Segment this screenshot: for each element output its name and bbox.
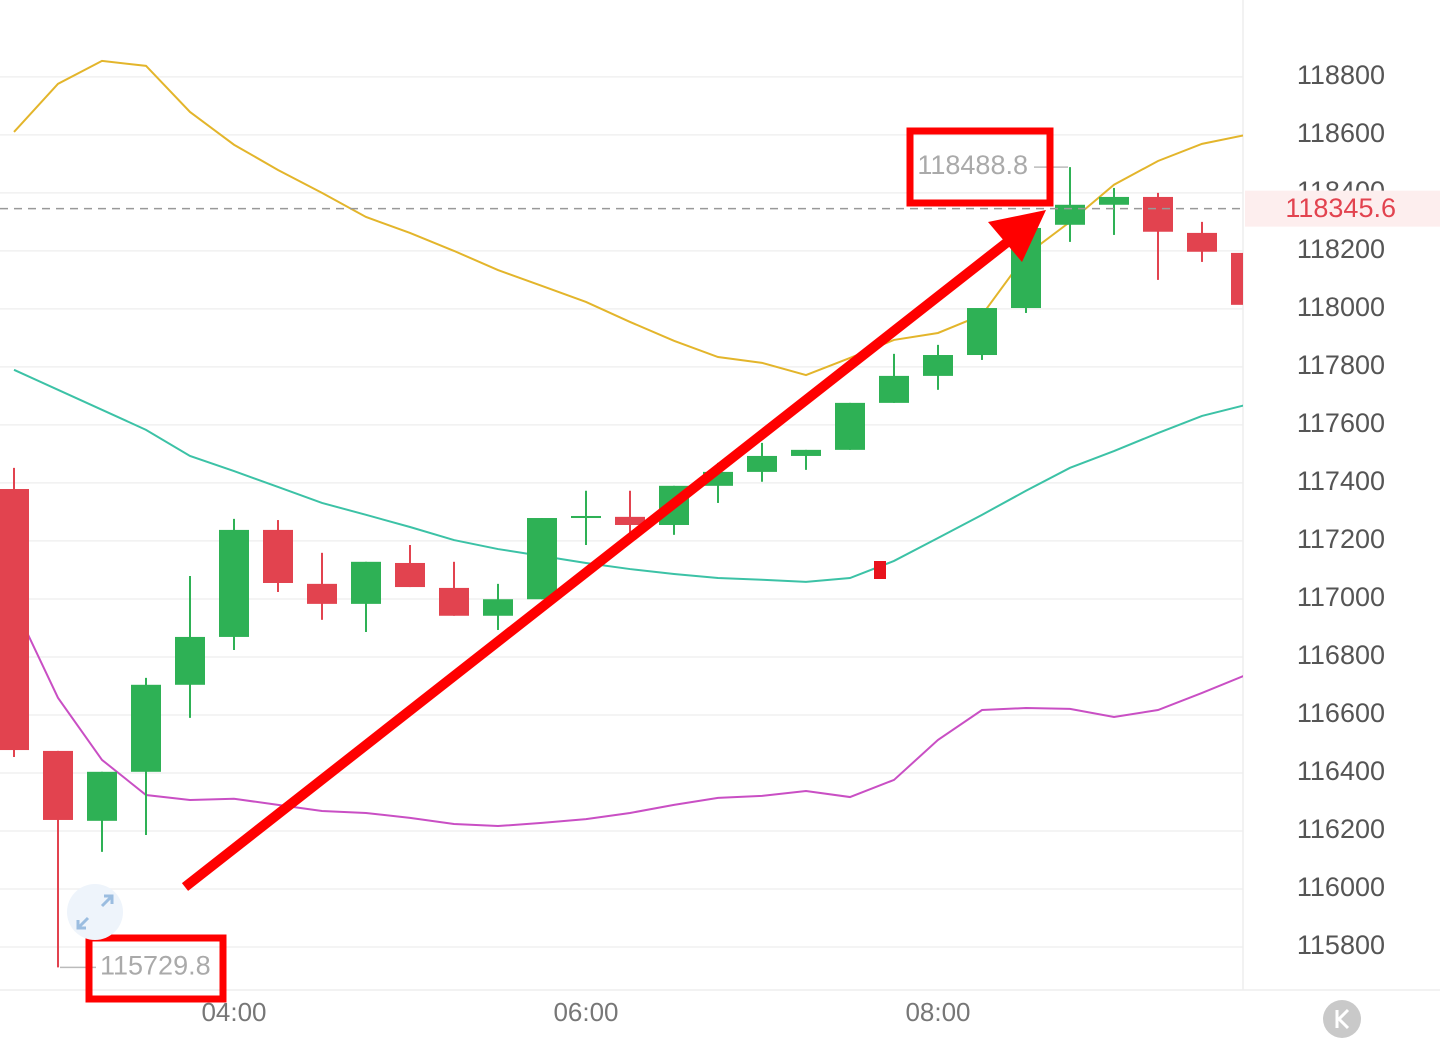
candle-body [131,684,161,772]
candle-body [791,449,821,456]
y-tick-label: 116600 [1297,698,1385,728]
min-label: 115729.8 [100,950,211,980]
candle-body [835,402,865,450]
candle-body [1055,204,1085,225]
labels: 115800 116000 116200 116400 116600 116800 1170… [60,60,1440,1027]
candle-body [1143,196,1173,232]
signal-marker [874,561,886,579]
y-tick-label: 117800 [1297,350,1385,380]
candle-body [1231,252,1243,305]
y-tick-label: 115800 [1297,930,1385,960]
min-highlight-box [85,934,227,1003]
k-button-glyph [1335,1008,1350,1030]
y-tick-label: 116200 [1297,814,1385,844]
y-tick-label: 117400 [1297,466,1385,496]
k-button-bg[interactable] [1323,1000,1361,1038]
max-highlight-box [906,127,1054,207]
candle-body [483,599,513,616]
candle-body [1187,232,1217,252]
icon-glyph [76,894,114,930]
y-tick-label: 118600 [1297,118,1385,148]
expand-icon [67,884,123,940]
band-line [13,604,1243,828]
candle-body [747,455,777,472]
candle-body [307,583,337,604]
candle-body [219,529,249,637]
candle-body [263,529,293,583]
arrow-head [988,210,1046,262]
candle-body [351,561,381,604]
arrow-shaft [181,236,1014,891]
y-tick-label: 118800 [1297,60,1385,90]
x-tick-label: 08:00 [905,997,970,1027]
candle-body [0,489,29,751]
max-label: 118488.8 [917,150,1028,180]
candle-body [175,636,205,685]
candle-body [1099,196,1129,205]
candle-body [87,771,117,821]
y-tick-label: 118200 [1297,234,1385,264]
trend-arrow [181,210,1046,891]
candle-body [923,355,953,376]
y-tick-label: 117200 [1297,524,1385,554]
k-button[interactable] [1323,1000,1361,1038]
last-price-label: 118345.6 [1285,193,1396,223]
y-tick-label: 117600 [1297,408,1385,438]
candle-body [43,750,73,820]
y-tick-label: 118000 [1297,292,1385,322]
y-tick-label: 117000 [1297,582,1385,612]
candle-body [527,518,557,600]
x-tick-label: 06:00 [553,997,618,1027]
y-tick-label: 116000 [1297,872,1385,902]
candle-body [439,587,469,616]
y-tick-label: 116400 [1297,756,1385,786]
icon-bg [67,884,123,940]
last-price-bg [1245,190,1440,227]
band-line [13,368,1243,583]
candle-body [879,375,909,403]
y-tick-label: 116800 [1297,640,1385,670]
candle-body [615,516,645,525]
candle-body [967,308,997,356]
candle-body [571,515,601,519]
candle-body [395,562,425,588]
